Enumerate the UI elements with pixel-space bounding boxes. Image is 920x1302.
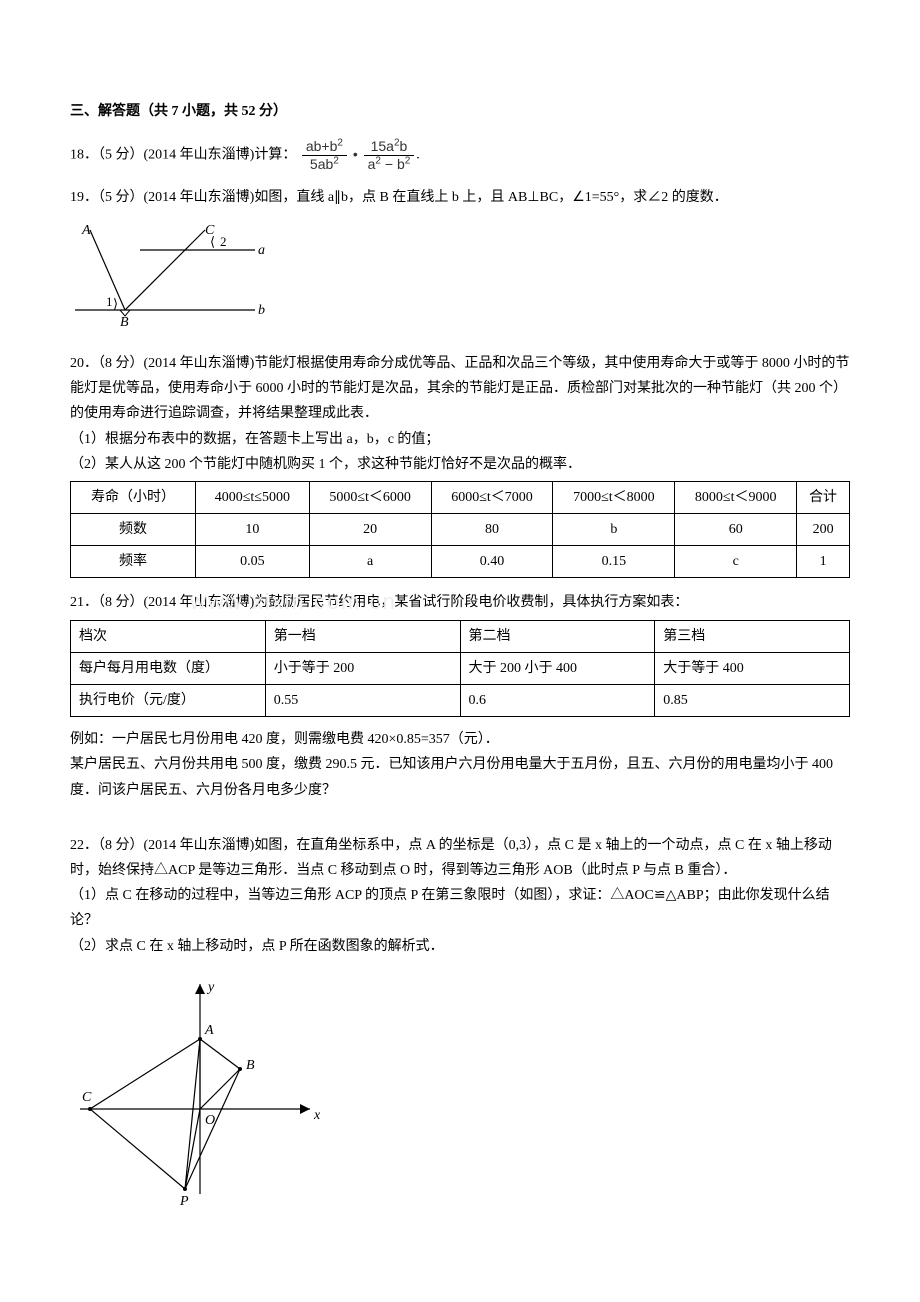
table-row: 档次 第一档 第二档 第三档 — [71, 620, 850, 652]
label-P: P — [179, 1194, 189, 1209]
label-x: x — [313, 1108, 321, 1123]
th-range1: 4000≤t≤5000 — [195, 481, 309, 513]
row2-label: 频率 — [71, 546, 196, 578]
label-a: a — [258, 243, 265, 258]
th-range3: 6000≤t＜7000 — [431, 481, 553, 513]
cell: 0.15 — [553, 546, 675, 578]
q20-table: 寿命（小时） 4000≤t≤5000 5000≤t＜6000 6000≤t＜70… — [70, 481, 850, 579]
watermark: www xixin com cn — [190, 582, 397, 622]
th-range2: 5000≤t＜6000 — [309, 481, 431, 513]
frac1-den: 5ab — [310, 156, 333, 172]
cell: a — [309, 546, 431, 578]
question-18: 18．（5 分）(2014 年山东淄博)计算： ab+b2 5ab2 • 15a… — [70, 138, 850, 173]
q18-expression: ab+b2 5ab2 • 15a2b a2 − b2 — [300, 138, 416, 173]
cell: 每户每月用电数（度） — [71, 652, 266, 684]
cell: 10 — [195, 514, 309, 546]
label-A: A — [204, 1023, 214, 1038]
label-2: 2 — [220, 234, 227, 249]
q22-figure: y x O A B C P — [70, 969, 850, 1218]
frac1-num-sup: 2 — [337, 137, 343, 148]
section-title: 三、解答题（共 7 小题，共 52 分） — [70, 100, 850, 120]
cell: 大于等于 400 — [655, 652, 850, 684]
q22-part1: （1）点 C 在移动的过程中，当等边三角形 ACP 的顶点 P 在第三象限时（如… — [70, 883, 850, 933]
cell: b — [553, 514, 675, 546]
q20-part1: （1）根据分布表中的数据，在答题卡上写出 a，b，c 的值； — [70, 427, 850, 452]
q21-stem: 21．（8 分）(2014 年山东淄博)为鼓励居民节约用电，某省试行阶段电价收费… — [70, 590, 850, 615]
frac2-num-right: b — [400, 138, 408, 154]
question-19: 19．（5 分）(2014 年山东淄博)如图，直线 a∥b，点 B 在直线上 b… — [70, 185, 850, 339]
cell: 小于等于 200 — [265, 652, 460, 684]
exam-page: 三、解答题（共 7 小题，共 52 分） 18．（5 分）(2014 年山东淄博… — [0, 0, 920, 1270]
label-1: 1 — [106, 294, 113, 309]
q18-frac1: ab+b2 5ab2 — [302, 138, 347, 173]
cell: 第三档 — [655, 620, 850, 652]
table-row: 频率 0.05 a 0.40 0.15 c 1 — [71, 546, 850, 578]
label-y: y — [206, 980, 215, 995]
question-20: 20．（8 分）(2014 年山东淄博)节能灯根据使用寿命分成优等品、正品和次品… — [70, 351, 850, 579]
q22-stem: 22．（8 分）(2014 年山东淄博)如图，在直角坐标系中，点 A 的坐标是（… — [70, 833, 850, 883]
dot-operator: • — [353, 146, 358, 162]
cell: 第二档 — [460, 620, 655, 652]
cell: 大于 200 小于 400 — [460, 652, 655, 684]
cell: 档次 — [71, 620, 266, 652]
x-arrow — [300, 1104, 310, 1114]
q22-part2: （2）求点 C 在 x 轴上移动时，点 P 所在函数图象的解析式． — [70, 934, 850, 959]
y-arrow — [195, 984, 205, 994]
table-row: 每户每月用电数（度） 小于等于 200 大于 200 小于 400 大于等于 4… — [71, 652, 850, 684]
th-range5: 8000≤t＜9000 — [675, 481, 797, 513]
label-C: C — [82, 1090, 92, 1105]
cell: 0.40 — [431, 546, 553, 578]
cell: 执行电价（元/度） — [71, 685, 266, 717]
table-header-row: 寿命（小时） 4000≤t≤5000 5000≤t＜6000 6000≤t＜70… — [71, 481, 850, 513]
cell: 第一档 — [265, 620, 460, 652]
frac1-den-sup: 2 — [333, 155, 339, 166]
q18-prefix: 18．（5 分）(2014 年山东淄博)计算： — [70, 148, 296, 163]
q21-example: 例如：一户居民七月份用电 420 度，则需缴电费 420×0.85=357（元）… — [70, 727, 850, 752]
th-total: 合计 — [797, 481, 850, 513]
table-row: 执行电价（元/度） 0.55 0.6 0.85 — [71, 685, 850, 717]
q21-body: 某户居民五、六月份共用电 500 度，缴费 290.5 元．已知该用户六月份用电… — [70, 752, 850, 802]
q18-frac2: 15a2b a2 − b2 — [364, 138, 415, 173]
cell: 0.6 — [460, 685, 655, 717]
q18-suffix: . — [416, 148, 420, 163]
label-B: B — [120, 315, 129, 330]
q20-stem: 20．（8 分）(2014 年山东淄博)节能灯根据使用寿命分成优等品、正品和次品… — [70, 351, 850, 427]
q21-table: 档次 第一档 第二档 第三档 每户每月用电数（度） 小于等于 200 大于 20… — [70, 620, 850, 718]
th-life: 寿命（小时） — [71, 481, 196, 513]
cell: 0.55 — [265, 685, 460, 717]
frac1-num: ab+b — [306, 138, 338, 154]
segment-bc — [125, 230, 205, 310]
cell: 0.85 — [655, 685, 850, 717]
q20-part2: （2）某人从这 200 个节能灯中随机购买 1 个，求这种节能灯恰好不是次品的概… — [70, 452, 850, 477]
cell: 0.05 — [195, 546, 309, 578]
row1-label: 频数 — [71, 514, 196, 546]
table-row: 频数 10 20 80 b 60 200 — [71, 514, 850, 546]
seg-bp — [185, 1069, 240, 1189]
question-21: www xixin com cn 21．（8 分）(2014 年山东淄博)为鼓励… — [70, 590, 850, 802]
frac2-num-left: 15a — [371, 138, 394, 154]
angle-1: ⟩ — [113, 296, 118, 311]
q19-figure: A C ⟨ 2 a 1 ⟩ b B — [70, 220, 850, 339]
cell: 20 — [309, 514, 431, 546]
cell: c — [675, 546, 797, 578]
label-b: b — [258, 303, 265, 318]
q19-text: 19．（5 分）(2014 年山东淄博)如图，直线 a∥b，点 B 在直线上 b… — [70, 185, 850, 210]
label-A: A — [81, 223, 91, 238]
cell: 80 — [431, 514, 553, 546]
label-B: B — [246, 1058, 255, 1073]
frac2-den-sup2: 2 — [405, 155, 411, 166]
cell: 60 — [675, 514, 797, 546]
tri-aob — [200, 1039, 240, 1109]
question-22: 22．（8 分）(2014 年山东淄博)如图，在直角坐标系中，点 A 的坐标是（… — [70, 833, 850, 1218]
th-range4: 7000≤t＜8000 — [553, 481, 675, 513]
cell: 1 — [797, 546, 850, 578]
tri-acp — [90, 1039, 200, 1189]
seg-op — [185, 1109, 200, 1189]
angle-2: ⟨ — [210, 234, 215, 249]
cell: 200 — [797, 514, 850, 546]
frac2-den-mid: − b — [381, 156, 405, 172]
